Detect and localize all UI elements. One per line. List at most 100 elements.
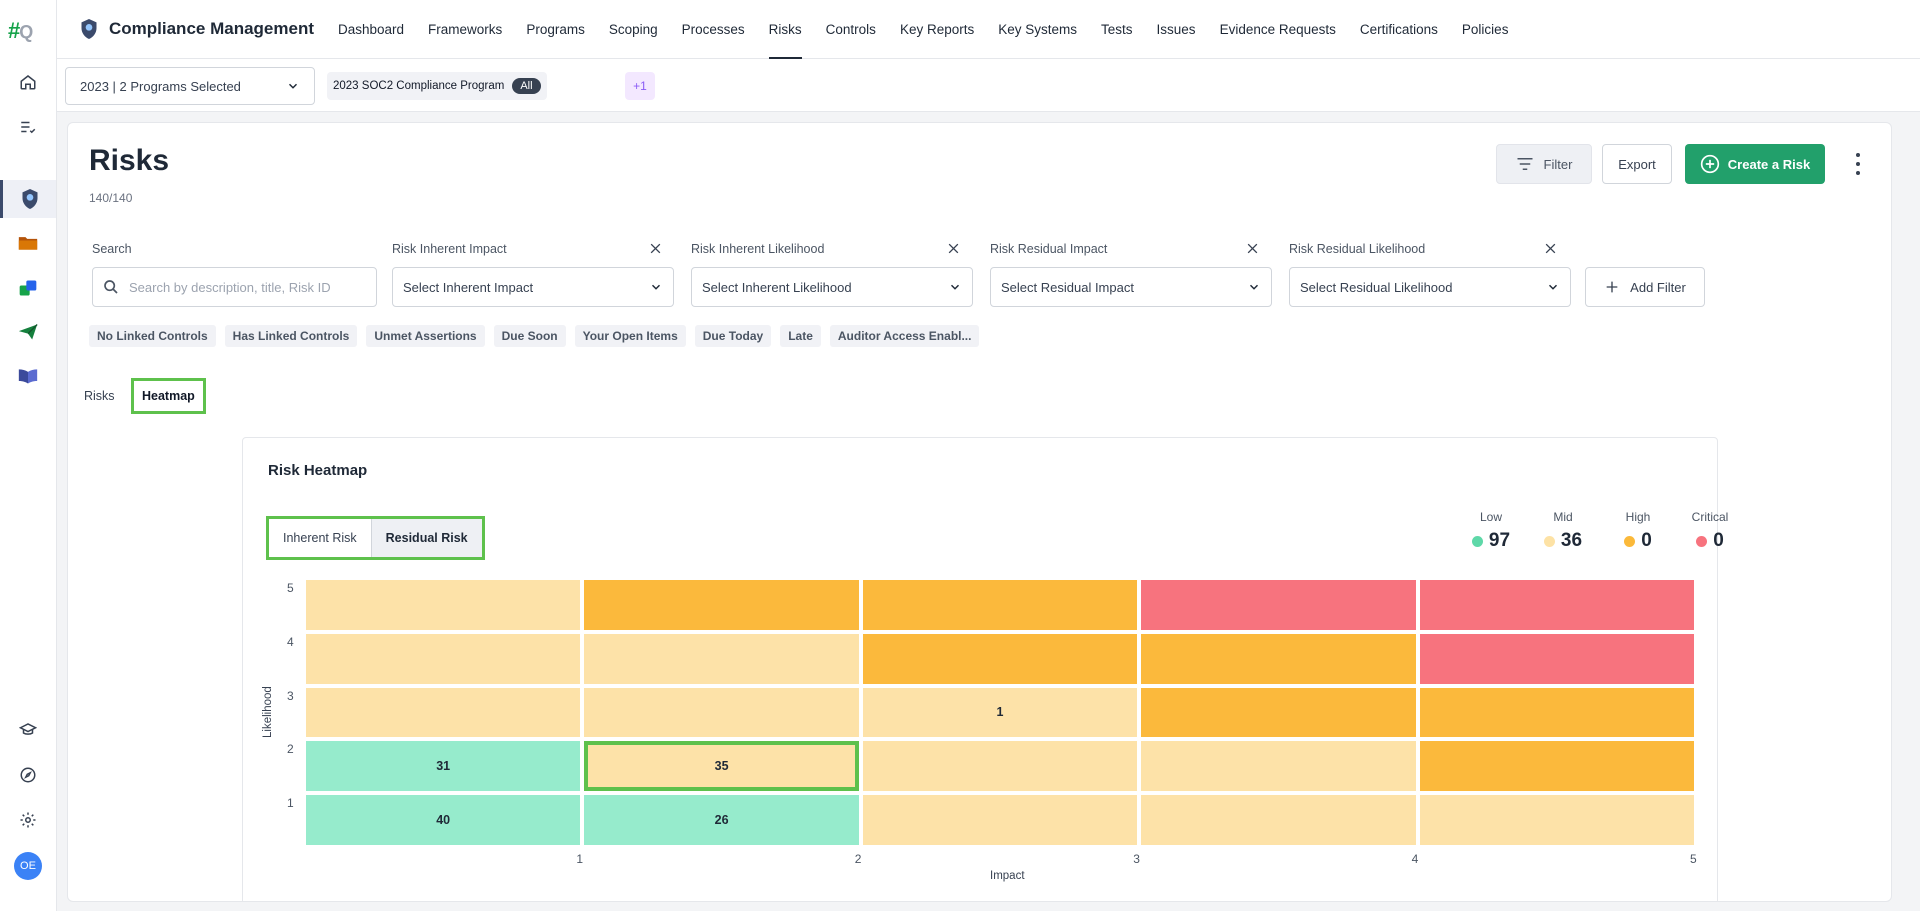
nav-item-controls[interactable]: Controls xyxy=(825,21,876,37)
nav-item-processes[interactable]: Processes xyxy=(681,21,745,37)
search-input[interactable]: Search by description, title, Risk ID xyxy=(92,267,377,307)
heatmap-cell-l3-i2[interactable] xyxy=(584,687,859,738)
create-risk-button[interactable]: Create a Risk xyxy=(1685,144,1825,184)
nav-item-tests[interactable]: Tests xyxy=(1101,21,1133,37)
heatmap-cell-l1-i2[interactable]: 26 xyxy=(584,795,859,845)
x-tick-label: 5 xyxy=(1690,852,1697,866)
heatmap-cell-l3-i5[interactable] xyxy=(1419,687,1694,738)
heatmap-cell-l2-i3[interactable] xyxy=(862,741,1138,792)
x-tick-label: 4 xyxy=(1411,852,1419,866)
program-selector-value: 2023 | 2 Programs Selected xyxy=(80,78,241,94)
create-risk-label: Create a Risk xyxy=(1727,156,1811,172)
heatmap-cell-l1-i4[interactable] xyxy=(1141,795,1416,845)
nav-item-certifications[interactable]: Certifications xyxy=(1359,21,1438,37)
filter-lines-icon xyxy=(1517,158,1533,170)
learn-icon[interactable] xyxy=(14,716,42,744)
chevron-down-icon xyxy=(950,284,960,290)
heatmap-cell-l5-i2[interactable] xyxy=(584,580,859,630)
nav-item-key-systems[interactable]: Key Systems xyxy=(998,21,1078,37)
heatmap-cell-l2-i2[interactable]: 35 xyxy=(584,741,859,792)
residual-likelihood-select[interactable]: Select Residual Likelihood xyxy=(1289,267,1571,307)
nav-item-scoping[interactable]: Scoping xyxy=(608,21,658,37)
clear-residual-impact-icon[interactable] xyxy=(1243,239,1261,257)
y-axis-label: Likelihood xyxy=(262,686,274,738)
more-programs-chip[interactable]: +1 xyxy=(625,72,655,100)
nav-item-policies[interactable]: Policies xyxy=(1461,21,1509,37)
legend-dot xyxy=(1696,535,1708,547)
tab-heatmap[interactable]: Heatmap xyxy=(131,378,206,414)
nav-item-issues[interactable]: Issues xyxy=(1156,21,1196,37)
inherent-likelihood-label: Risk Inherent Likelihood xyxy=(691,242,825,256)
inherent-likelihood-value: Select Inherent Likelihood xyxy=(702,279,852,295)
clear-inherent-impact-icon[interactable] xyxy=(646,239,664,257)
heatmap-cell-l4-i3[interactable] xyxy=(862,633,1138,684)
x-tick-label: 1 xyxy=(576,852,584,866)
x-axis-label: Impact xyxy=(990,870,1025,882)
quick-filter-chip[interactable]: Your Open Items xyxy=(574,325,686,347)
heatmap-cell-l5-i3[interactable] xyxy=(862,580,1138,630)
compliance-badge-icon[interactable] xyxy=(0,180,56,218)
clear-inherent-likelihood-icon[interactable] xyxy=(944,239,962,257)
heatmap-cell-l1-i3[interactable] xyxy=(862,795,1138,845)
integrations-icon[interactable] xyxy=(14,274,42,302)
heatmap-cell-l2-i1[interactable]: 31 xyxy=(306,741,581,792)
nav-item-evidence-requests[interactable]: Evidence Requests xyxy=(1219,21,1336,37)
heatmap-cell-l3-i3[interactable]: 1 xyxy=(862,687,1138,738)
quick-filter-chip[interactable]: Auditor Access Enabl... xyxy=(829,325,980,347)
clear-residual-likelihood-icon[interactable] xyxy=(1541,239,1559,257)
add-filter-button[interactable]: Add Filter xyxy=(1585,267,1705,307)
heatmap-cell-l3-i4[interactable] xyxy=(1141,687,1416,738)
residual-likelihood-value: Select Residual Likelihood xyxy=(1300,279,1453,295)
program-chip[interactable]: 2023 SOC2 Compliance Program All xyxy=(327,72,547,100)
heatmap-cell-l1-i1[interactable]: 40 xyxy=(306,795,581,845)
folder-icon[interactable] xyxy=(14,229,42,257)
heatmap-cell-l3-i1[interactable] xyxy=(306,687,581,738)
residual-impact-select[interactable]: Select Residual Impact xyxy=(990,267,1272,307)
chevron-down-icon xyxy=(288,83,298,89)
app-logo[interactable]: #Q xyxy=(8,18,33,44)
quick-filter-chip[interactable]: Unmet Assertions xyxy=(366,325,485,347)
heatmap-cell-l5-i5[interactable] xyxy=(1419,580,1694,630)
quick-filter-chip[interactable]: No Linked Controls xyxy=(89,325,216,347)
heatmap-cell-l4-i5[interactable] xyxy=(1419,633,1694,684)
quick-filter-chip[interactable]: Due Today xyxy=(694,325,772,347)
tab-risks[interactable]: Risks xyxy=(84,389,115,403)
quick-filter-chip[interactable]: Due Soon xyxy=(493,325,566,347)
book-icon[interactable] xyxy=(14,362,42,390)
heatmap-cell-l4-i4[interactable] xyxy=(1141,633,1416,684)
tasks-icon[interactable] xyxy=(14,113,42,141)
quick-filter-chip[interactable]: Has Linked Controls xyxy=(224,325,358,347)
heatmap-cell-l2-i4[interactable] xyxy=(1141,741,1416,792)
send-icon[interactable] xyxy=(14,318,42,346)
filter-button[interactable]: Filter xyxy=(1496,144,1592,184)
nav-item-frameworks[interactable]: Frameworks xyxy=(428,21,503,37)
home-icon[interactable] xyxy=(14,68,42,96)
legend-critical: Critical 0 xyxy=(1684,510,1736,552)
avatar[interactable]: OE xyxy=(14,852,42,880)
brand[interactable]: Compliance Management xyxy=(79,18,314,40)
gear-icon[interactable] xyxy=(14,806,42,834)
residual-risk-toggle[interactable]: Residual Risk xyxy=(370,519,482,557)
more-options-icon[interactable] xyxy=(1848,153,1868,175)
inherent-impact-select[interactable]: Select Inherent Impact xyxy=(392,267,674,307)
inherent-risk-toggle[interactable]: Inherent Risk xyxy=(269,519,371,557)
heatmap-cell-l4-i2[interactable] xyxy=(584,633,859,684)
program-selector[interactable]: 2023 | 2 Programs Selected xyxy=(65,67,315,105)
quick-filter-chip[interactable]: Late xyxy=(780,325,821,347)
heatmap-cell-l2-i5[interactable] xyxy=(1419,741,1694,792)
nav-item-dashboard[interactable]: Dashboard xyxy=(338,21,405,37)
export-button[interactable]: Export xyxy=(1602,144,1672,184)
heatmap-cell-l1-i5[interactable] xyxy=(1419,795,1694,845)
program-bar: 2023 | 2 Programs Selected 2023 SOC2 Com… xyxy=(57,59,1920,112)
nav-item-key-reports[interactable]: Key Reports xyxy=(899,21,975,37)
heatmap-cell-l5-i4[interactable] xyxy=(1141,580,1416,630)
legend-count: 36 xyxy=(1560,530,1583,551)
heatmap-cell-l5-i1[interactable] xyxy=(306,580,581,630)
compass-icon[interactable] xyxy=(14,761,42,789)
nav-item-programs[interactable]: Programs xyxy=(526,21,585,37)
y-tick-label: 1 xyxy=(287,796,294,811)
legend-count: 97 xyxy=(1488,530,1511,551)
inherent-likelihood-select[interactable]: Select Inherent Likelihood xyxy=(691,267,973,307)
heatmap-cell-l4-i1[interactable] xyxy=(306,633,581,684)
nav-item-risks[interactable]: Risks xyxy=(757,0,814,59)
